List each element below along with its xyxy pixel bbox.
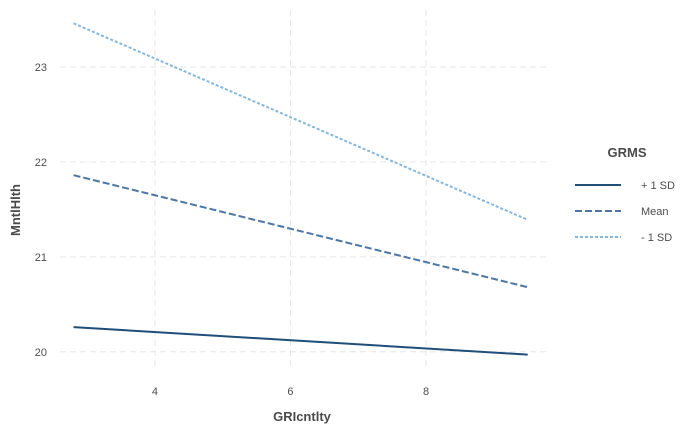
y-tick-label: 20 [35, 347, 47, 359]
series-line-2 [73, 174, 528, 289]
y-tick-label: 22 [35, 157, 47, 169]
tick-labels: 20 21 22 23 4 6 8 [35, 62, 429, 398]
y-tick-label: 21 [35, 252, 47, 264]
series-group [73, 22, 529, 356]
series-line-1 [73, 326, 528, 356]
y-axis-title: MntlHlth [8, 184, 23, 236]
legend-label-3: - 1 SD [641, 232, 672, 244]
x-tick-label: 6 [287, 386, 293, 398]
y-tick-label: 23 [35, 62, 47, 74]
legend-label-1: + 1 SD [641, 180, 675, 192]
grid [60, 10, 548, 366]
legend-title: GRMS [608, 145, 647, 160]
x-axis-title: GRIcntlty [273, 409, 332, 424]
x-tick-label: 8 [423, 386, 429, 398]
series-line-3 [73, 22, 529, 221]
x-tick-label: 4 [152, 386, 158, 398]
legend-label-2: Mean [641, 206, 669, 218]
legend: GRMS + 1 SD Mean - 1 SD [575, 145, 675, 244]
